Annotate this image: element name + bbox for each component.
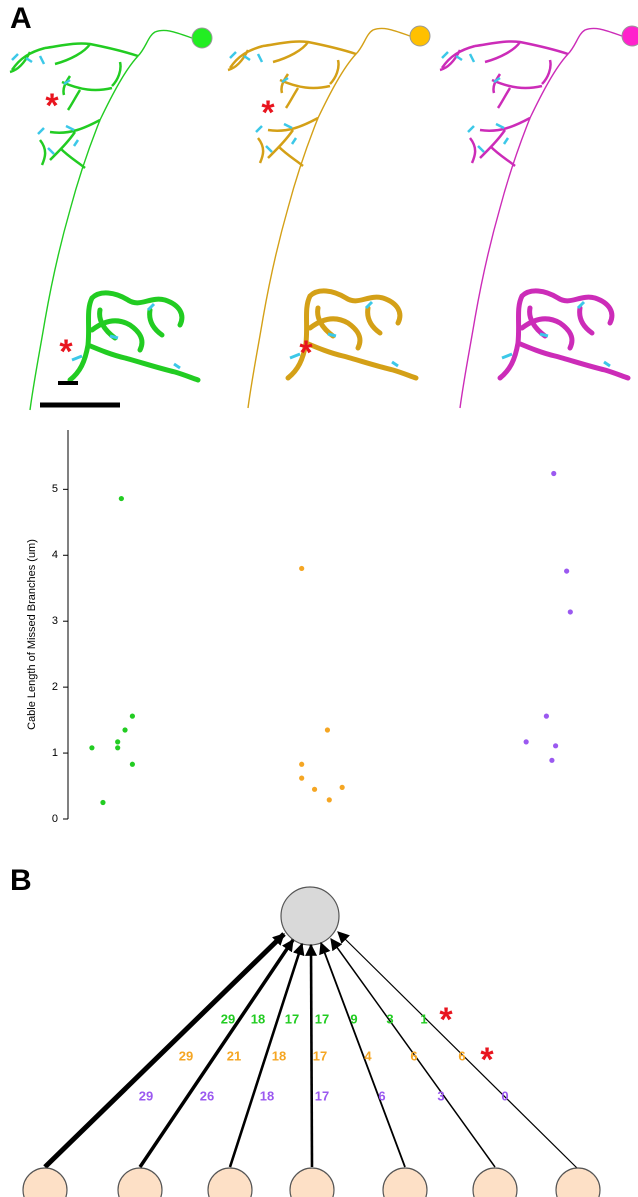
point: [340, 785, 345, 790]
edge-label: 6: [378, 1088, 385, 1103]
edge-label: 6: [458, 1048, 465, 1063]
point: [119, 496, 124, 501]
edge-label: 1: [420, 1011, 427, 1026]
svg-text:*: *: [439, 1001, 453, 1039]
svg-text:*: *: [59, 333, 73, 371]
y-tick-label: 3: [52, 615, 58, 627]
point: [115, 739, 120, 744]
svg-text:*: *: [299, 334, 313, 372]
point: [299, 566, 304, 571]
edge-label: 17: [315, 1088, 329, 1103]
point: [130, 762, 135, 767]
point: [549, 758, 554, 763]
edge-label: 6: [410, 1048, 417, 1063]
point: [299, 762, 304, 767]
edge-label: 4: [364, 1048, 372, 1063]
point: [544, 714, 549, 719]
point: [551, 471, 556, 476]
point: [327, 797, 332, 802]
edge-label: 18: [251, 1011, 265, 1026]
svg-text:*: *: [261, 94, 275, 132]
y-tick-label: 0: [52, 813, 58, 825]
edge-label: 21: [227, 1048, 241, 1063]
y-tick-label: 1: [52, 747, 58, 759]
edge-label: 29: [179, 1048, 193, 1063]
point: [115, 745, 120, 750]
y-tick-label: 2: [52, 681, 58, 693]
point: [325, 727, 330, 732]
point: [568, 609, 573, 614]
point: [553, 743, 558, 748]
edge-label: 18: [260, 1088, 274, 1103]
edge-label: 0: [501, 1088, 508, 1103]
page: {"panel_labels": ["A", "B"], "chart_data…: [0, 0, 638, 1197]
y-tick-label: 4: [52, 549, 58, 561]
edge-label: 9: [350, 1011, 357, 1026]
edge-label: 17: [285, 1011, 299, 1026]
panel-label: A: [10, 2, 32, 35]
y-tick-label: 5: [52, 483, 58, 495]
point: [564, 568, 569, 573]
point: [122, 727, 127, 732]
point: [89, 745, 94, 750]
point: [524, 739, 529, 744]
edge-label: 26: [200, 1088, 214, 1103]
panel-label: B: [10, 864, 32, 897]
edge-label: 29: [139, 1088, 153, 1103]
point: [130, 714, 135, 719]
svg-text:*: *: [480, 1041, 494, 1079]
y-axis-label: Cable Length of Missed Branches (um): [26, 539, 38, 730]
neuron-image: * * * *: [10, 26, 638, 410]
edge-arrow: [321, 943, 405, 1167]
edge-label: 18: [272, 1048, 286, 1063]
edge-label: 29: [221, 1011, 235, 1026]
edge-label: 3: [437, 1088, 444, 1103]
point: [312, 787, 317, 792]
edge-label: 17: [315, 1011, 329, 1026]
figure: A B * * * * * * 0 1 2 3 4 5 Cable Length of Mi…: [0, 0, 638, 1197]
point: [100, 800, 105, 805]
diagram: * *: [23, 887, 600, 1197]
edge-label: 3: [386, 1011, 393, 1026]
edge-label: 17: [313, 1048, 327, 1063]
point: [299, 776, 304, 781]
svg-text:*: *: [45, 87, 59, 125]
